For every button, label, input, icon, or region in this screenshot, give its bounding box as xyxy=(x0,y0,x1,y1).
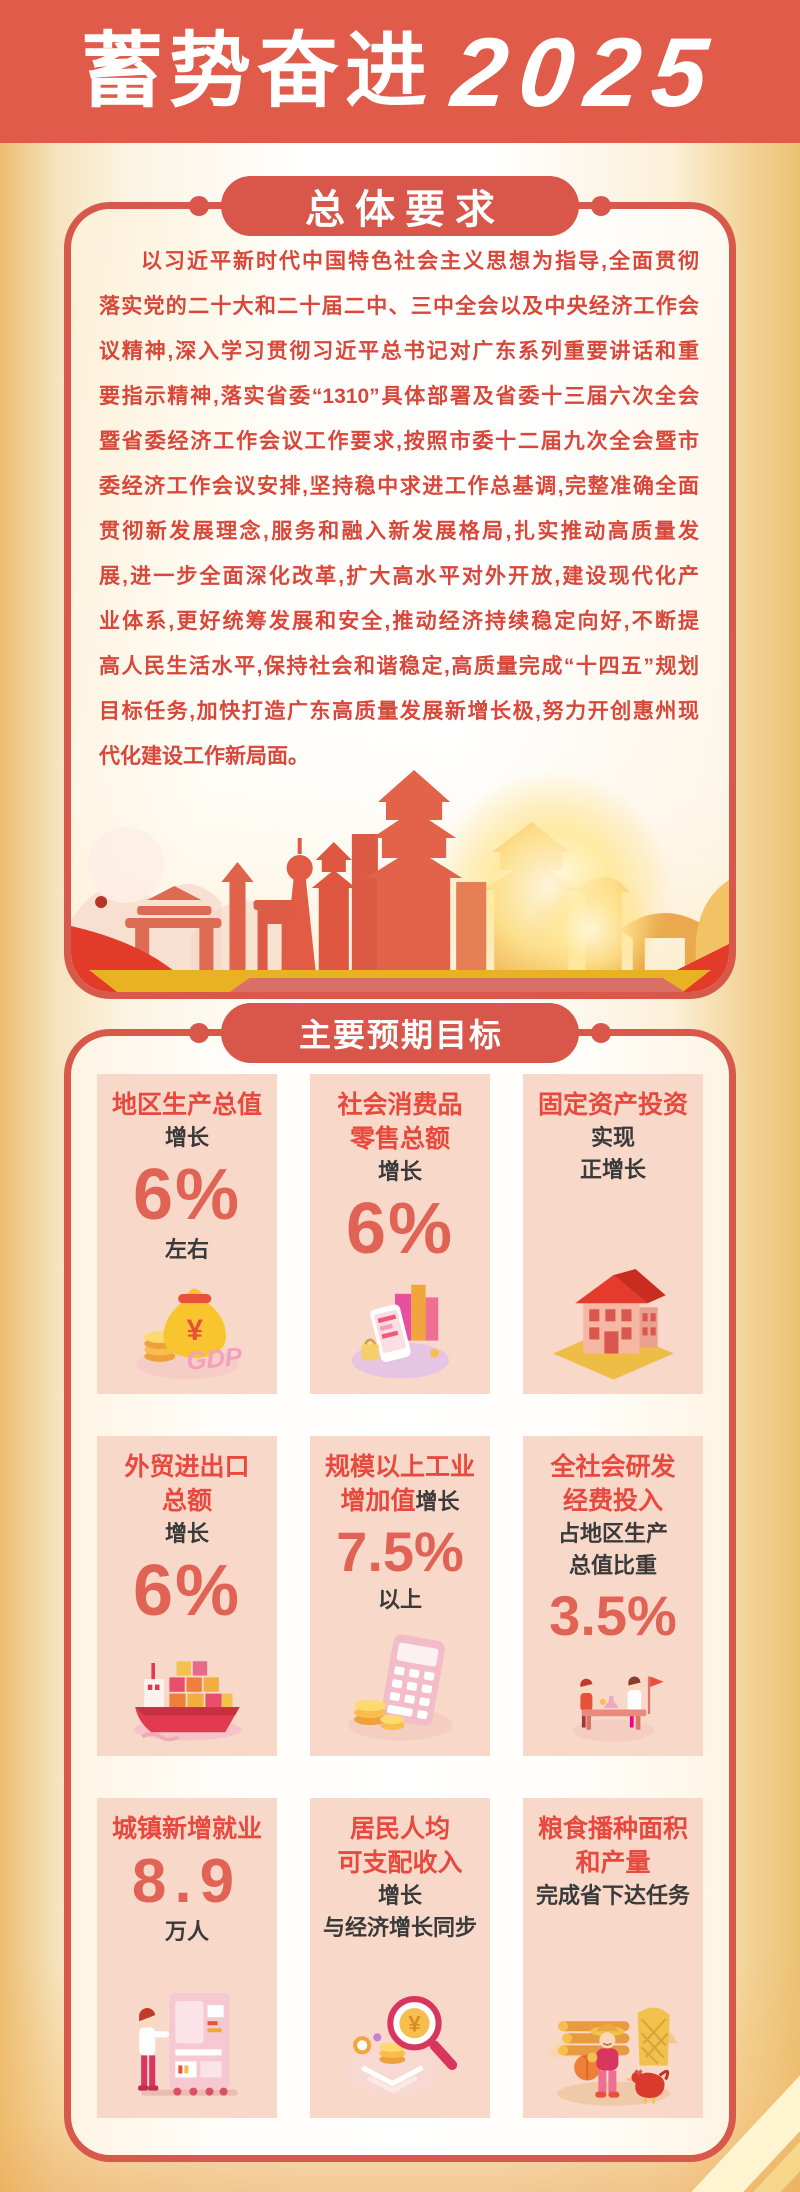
card-mixed-line: 增加值 增长 xyxy=(340,1484,459,1518)
farmer-harvest-icon xyxy=(546,2007,678,2106)
stage-red-band xyxy=(229,978,685,992)
card-number: 7.5% xyxy=(336,1520,464,1583)
banner-year: 2025 xyxy=(447,16,725,127)
skyline-svg xyxy=(71,730,729,992)
target-card: 全社会研发经费投入占地区生产总值比重 3.5% xyxy=(523,1436,703,1756)
overall-paragraph: 以习近平新时代中国特色社会主义思想为指导,全面贯彻落实党的二十大和二十届二中、三… xyxy=(99,239,699,779)
card-title-line: 外贸进出口 xyxy=(124,1453,250,1481)
paragraph-line: 代化建设工作新局面。 xyxy=(99,745,309,768)
job-machine-illustration xyxy=(97,1948,277,2118)
card-mixed-dark: 增长 xyxy=(415,1489,460,1514)
magnifier-coin-illustration: ¥ xyxy=(310,1944,490,2118)
cargo-ship-illustration xyxy=(97,1630,277,1756)
card-number: 8.9 xyxy=(131,1847,243,1916)
paragraph-line: 业体系,更好统筹发展和安全,推动经济持续稳定向好,不断提 xyxy=(99,610,699,633)
card-number: 6% xyxy=(345,1189,455,1269)
paragraph-line: 高人民生活水平,保持社会和谐稳定,高质量完成“十四五”规划 xyxy=(99,655,699,678)
card-subtext-line: 实现 xyxy=(590,1125,635,1150)
target-card: 城镇新增就业 8.9 万人 xyxy=(97,1798,277,2118)
income-magnifier-icon: ¥ xyxy=(345,1996,457,2098)
card-subtext-line: 占地区生产 xyxy=(557,1521,668,1546)
card-title-line: 居民人均 xyxy=(349,1815,450,1843)
banner: 蓄势奋进 2025 xyxy=(0,0,800,143)
card-title-line: 可支配收入 xyxy=(337,1849,463,1877)
paragraph-line: 要指示精神,落实省委“1310”具体部署及省委十三届六次全会 xyxy=(99,385,699,408)
target-cards-grid: 地区生产总值 增长 6% 左右 ¥ GDP 社会消费品 零售总额 增长 6% 固定资产投资实… xyxy=(97,1074,703,2118)
card-subtext-line: 与经济增长同步 xyxy=(322,1915,477,1940)
card-mixed-red: 增加值 xyxy=(340,1487,416,1515)
card-after-line: 万人 xyxy=(164,1919,209,1944)
paragraph-line: 议精神,深入学习贯彻习近平总书记对广东系列重要讲话和重 xyxy=(99,340,699,363)
card-title-line: 地区生产总值 xyxy=(111,1091,262,1119)
target-card: 外贸进出口总额增长 6% xyxy=(97,1436,277,1756)
card-title-line: 全社会研发 xyxy=(550,1453,676,1481)
building-illustration xyxy=(523,1186,703,1394)
card-subtext-line: 增长 xyxy=(377,1159,422,1184)
employment-kiosk-icon xyxy=(137,1993,238,2096)
card-title-line: 固定资产投资 xyxy=(537,1091,688,1119)
cargo-ship-icon xyxy=(132,1661,241,1742)
svg-text:GDP: GDP xyxy=(185,1343,244,1376)
svg-text:¥: ¥ xyxy=(186,1314,203,1347)
paragraph-line: 展,进一步全面深化改革,扩大高水平对外开放,建设现代化产 xyxy=(99,565,699,588)
card-after-line: 以上 xyxy=(377,1587,422,1612)
paragraph-line: 目标任务,加快打造广东高质量发展新增长极,努力开创惠州现 xyxy=(99,700,699,723)
card-subtext-line: 正增长 xyxy=(579,1157,646,1182)
card-subtext-line: 完成省下达任务 xyxy=(535,1883,690,1908)
card-subtext-line: 增长 xyxy=(377,1883,422,1908)
target-card: 粮食播种面积 和产量完成省下达任务 xyxy=(523,1798,703,2118)
card-title-line: 经费投入 xyxy=(562,1487,663,1515)
farmer-harvest-illustration xyxy=(523,1912,703,2118)
target-card: 规模以上工业 增加值 增长 7.5% 以上 xyxy=(310,1436,490,1756)
paragraph-line: 委经济工作会议安排,坚持稳中求进工作总基调,完整准确全面 xyxy=(99,475,699,498)
card-number: 6% xyxy=(132,1155,242,1235)
card-title-line: 粮食播种面积 xyxy=(537,1815,688,1843)
card-title-line: 总额 xyxy=(161,1487,212,1515)
card-title-line: 零售总额 xyxy=(349,1125,450,1153)
card-subtext-line: 增长 xyxy=(164,1521,209,1546)
overall-requirements-panel: 总体要求 以习近平新时代中国特色社会主义思想为指导,全面贯彻落实党的二十大和二十… xyxy=(64,176,736,999)
shopping-illustration xyxy=(310,1268,490,1394)
paragraph-line: 以习近平新时代中国特色社会主义思想为指导,全面贯彻 xyxy=(141,250,699,273)
card-after-line: 左右 xyxy=(164,1237,209,1262)
city-skyline-illustration xyxy=(71,730,729,992)
target-card: 社会消费品零售总额增长 6% xyxy=(310,1074,490,1394)
card-title-line: 规模以上工业 xyxy=(324,1453,475,1481)
card-title-line: 社会消费品 xyxy=(337,1091,463,1119)
consumption-shopping-icon xyxy=(351,1284,449,1379)
paragraph-line: 落实党的二十大和二十届二中、三中全会以及中央经济工作会 xyxy=(99,295,699,318)
section-header-targets: 主要预期目标 xyxy=(189,1003,611,1063)
banner-title: 蓄势奋进 xyxy=(80,25,433,117)
section-header-targets-label: 主要预期目标 xyxy=(298,1017,503,1053)
card-subtext-line: 增长 xyxy=(164,1125,209,1150)
target-card: 地区生产总值 增长 6% 左右 ¥ GDP xyxy=(97,1074,277,1394)
investment-building-icon xyxy=(552,1269,674,1380)
calculator-coins-illustration xyxy=(310,1616,490,1756)
card-title-line: 城镇新增就业 xyxy=(111,1815,262,1843)
paragraph-line: 暨省委经济工作会议工作要求,按照市委十二届九次全会暨市 xyxy=(99,430,699,453)
gdp-money-bag-icon: ¥ GDP xyxy=(135,1288,244,1380)
research-team-icon xyxy=(572,1676,664,1742)
section-header-overall-label: 总体要求 xyxy=(305,188,505,232)
paragraph-line: 贯彻新发展理念,服务和融入新发展格局,扎实推动高质量发 xyxy=(99,520,699,543)
target-card: 居民人均可支配收入增长与经济增长同步 ¥ xyxy=(310,1798,490,2118)
card-subtext-line: 总值比重 xyxy=(568,1553,657,1578)
card-title-line: 和产量 xyxy=(575,1849,651,1877)
target-card: 固定资产投资 实现正增长 xyxy=(523,1074,703,1394)
section-header-overall: 总体要求 xyxy=(189,176,611,236)
targets-panel: 主要预期目标 地区生产总值 增长 6% 左右 ¥ GDP 社会消费品 零售总额 增长 6% … xyxy=(64,1003,736,2162)
research-team-illustration xyxy=(523,1648,703,1756)
svg-text:¥: ¥ xyxy=(408,2012,421,2037)
gdp-bag-illustration: ¥ GDP xyxy=(97,1266,277,1394)
calculator-coins-icon xyxy=(347,1634,453,1741)
card-number: 6% xyxy=(132,1551,242,1631)
card-number: 3.5% xyxy=(549,1584,677,1647)
